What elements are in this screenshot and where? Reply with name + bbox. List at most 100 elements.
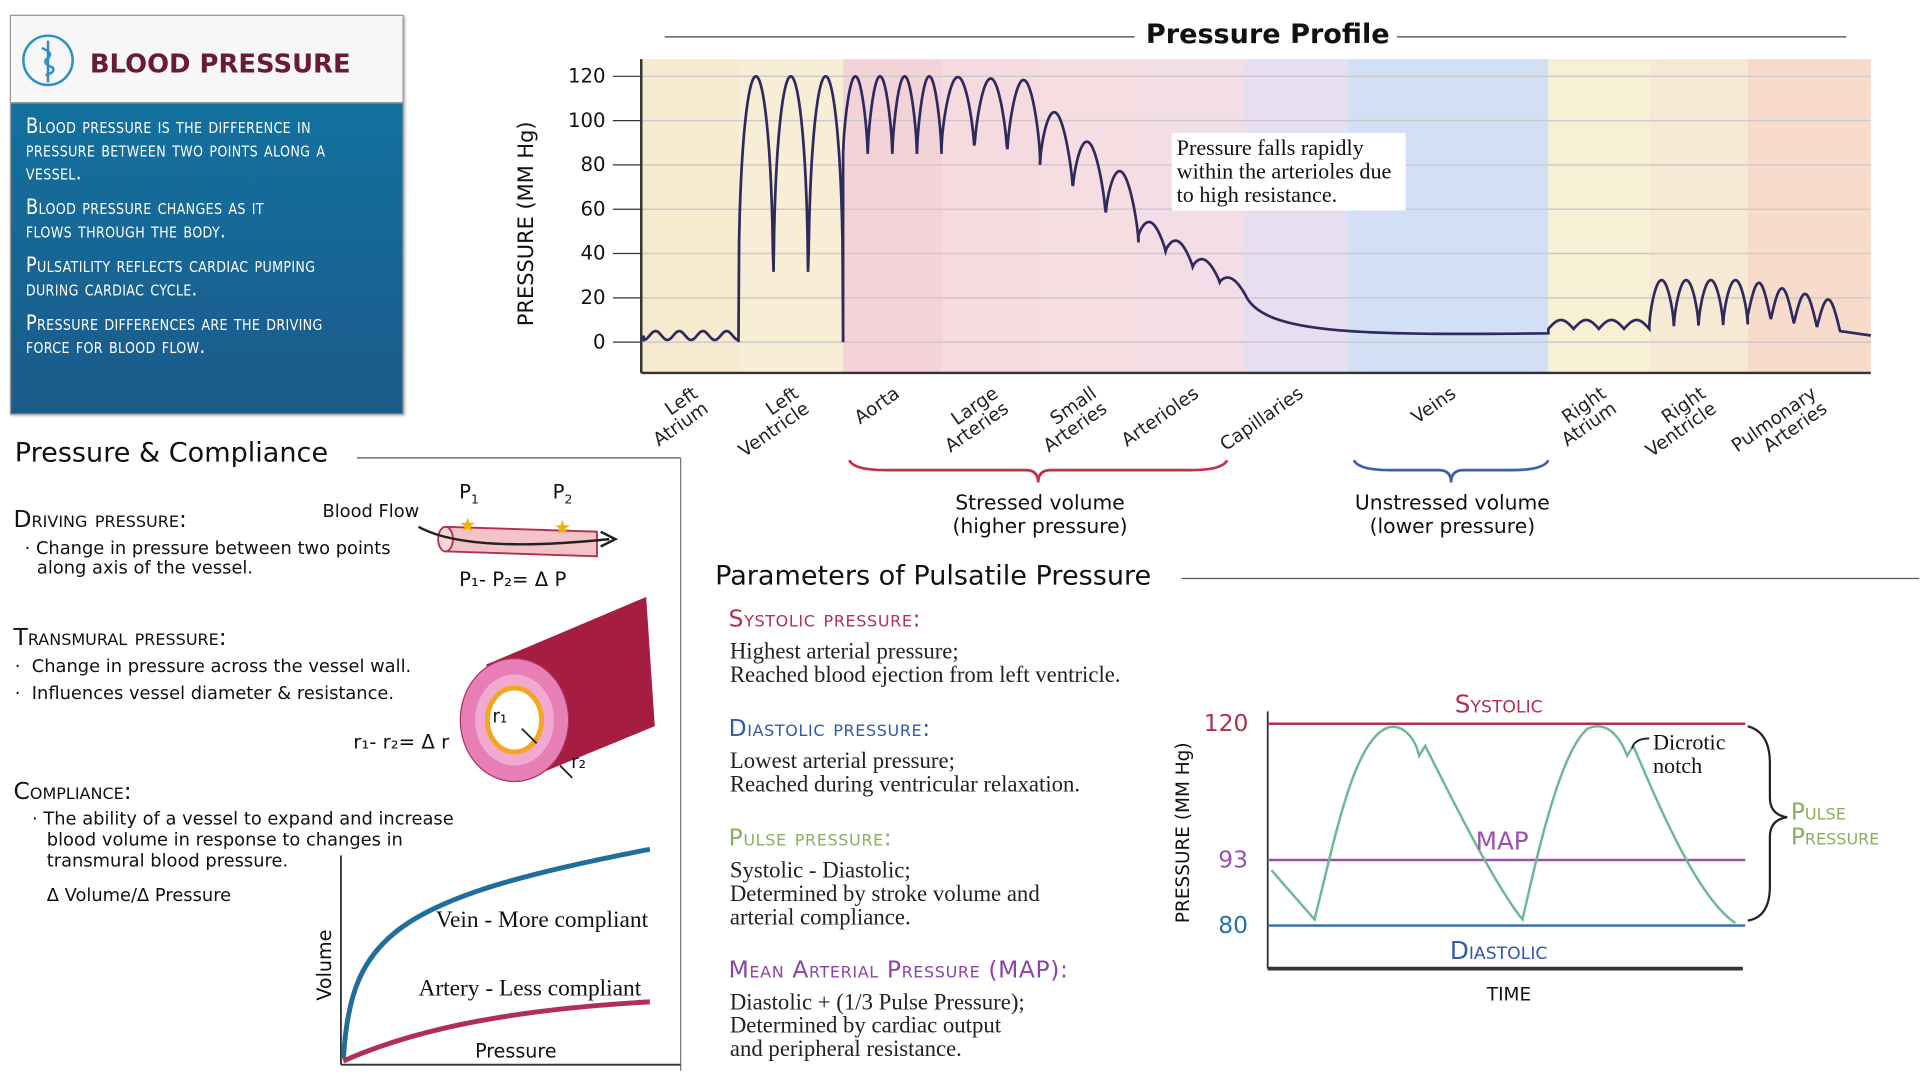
compliance-bullet: The ability of a vessel to expand and in…: [43, 809, 454, 872]
info-panel-header: BLOOD PRESSURE: [11, 16, 403, 104]
vein-curve: [340, 846, 651, 1059]
arterial-pressure-waveform: [1270, 725, 1737, 925]
svg-text:★: ★: [554, 517, 572, 539]
transmural-equation: r₁- r₂= Δ r: [353, 729, 450, 754]
r1-label: r₁: [492, 705, 508, 728]
compliance-graph: [340, 846, 681, 1066]
transmural-bullet: · Change in pressure across the vessel w…: [14, 657, 412, 677]
info-panel: BLOOD PRESSURE Blood pressure is the dif…: [9, 14, 404, 415]
driving-pressure-heading: Driving pressure:: [13, 505, 187, 533]
region-band: [843, 59, 942, 373]
transmural-heading: Transmural pressure:: [13, 624, 227, 652]
parameter-heading: Mean Arterial Pressure (MAP):: [728, 956, 1069, 984]
systolic-line-label: Systolic: [1454, 689, 1543, 719]
parameter-text: Highest arterial pressure;: [729, 640, 959, 665]
compliance-desc: · The ability of a vessel to expand and …: [32, 809, 454, 872]
transmural-bullet: · Influences vessel diameter & resistanc…: [14, 684, 395, 705]
stressed-volume-label: Stressed volume (higher pressure): [917, 491, 1163, 538]
unstressed-line2: (lower pressure): [1369, 514, 1536, 538]
artery-curve: [342, 999, 650, 1064]
unstressed-volume-brace: [1352, 459, 1550, 483]
pulse-y-axis-label: PRESSURE (MM Hg): [1171, 742, 1194, 924]
info-point: Pressure differences are the driving for…: [25, 311, 323, 360]
parameter-text: Determined by stroke volume and: [729, 882, 1040, 908]
y-tick-label: 0: [593, 329, 606, 354]
y-tick-label: 60: [580, 196, 606, 221]
pressure-profile-chart: [612, 36, 1872, 483]
parameter-text: Diastolic + (1/3 Pulse Pressure);: [729, 990, 1025, 1016]
driving-pressure-desc: · Change in pressure between two points …: [24, 539, 391, 579]
vessel-cross-section-illustration: [459, 596, 655, 783]
vessel-tube-illustration: ★ ★: [417, 515, 619, 558]
parameter-heading: Diastolic pressure:: [728, 715, 931, 743]
parameter-heading: Pulse pressure:: [728, 824, 893, 852]
p2-label: P2: [553, 480, 573, 507]
driving-equation: P₁- P₂= Δ P: [459, 567, 567, 591]
info-point: Blood pressure is the difference in pres…: [25, 114, 326, 186]
pulse-pressure-label: Pulse Pressure: [1790, 798, 1880, 851]
caduceus-icon: [22, 34, 74, 87]
pulse-pressure-brace: [1747, 725, 1788, 922]
p1-label: P1: [459, 480, 479, 507]
p1: P: [459, 480, 471, 504]
unstressed-line1: Unstressed volume: [1354, 491, 1550, 515]
compliance-x-label: Pressure: [475, 1040, 557, 1063]
svg-text:★: ★: [459, 515, 477, 537]
time-label: TIME: [1486, 983, 1532, 1006]
region-band: [941, 59, 1041, 373]
y-tick-label: 120: [567, 64, 606, 88]
pressure-waveform: [642, 74, 1872, 343]
blood-flow-label: Blood Flow: [322, 502, 420, 522]
pressure-profile-title: Pressure Profile: [1138, 19, 1398, 51]
p2-sub: 2: [564, 493, 573, 508]
unstressed-volume-label: Unstressed volume (lower pressure): [1329, 491, 1575, 538]
parameter-text: and peripheral resistance.: [729, 1037, 962, 1063]
r2-label: r₂: [571, 750, 587, 773]
parameter-text: Systolic - Diastolic;: [729, 859, 911, 884]
y-tick-label: 80: [580, 152, 606, 177]
stressed-line2: (higher pressure): [952, 514, 1128, 538]
transmural-bullet-1: Change in pressure across the vessel wal…: [31, 657, 412, 677]
dicrotic-notch-pointer: [1631, 737, 1650, 749]
map-line-label: MAP: [1475, 825, 1529, 856]
p1-sub: 1: [470, 493, 479, 508]
y-tick-label: 120: [1203, 710, 1249, 738]
panel-title: BLOOD PRESSURE: [89, 49, 351, 79]
y-tick-label: 80: [1218, 912, 1249, 940]
parameters-title: Parameters of Pulsatile Pressure: [707, 561, 1159, 593]
arteriole-annotation: Pressure falls rapidly within the arteri…: [1171, 132, 1406, 211]
region-band: [1747, 59, 1871, 373]
y-tick-label: 40: [580, 241, 606, 265]
compliance-graphics: ★ ★: [340, 457, 682, 1071]
region-band: [1347, 59, 1549, 373]
vein-label: Vein - More compliant: [435, 907, 649, 933]
compliance-heading: Compliance:: [13, 777, 132, 805]
driving-bullet: Change in pressure between two points al…: [35, 539, 391, 579]
compliance-formula: Δ Volume/Δ Pressure: [46, 886, 232, 906]
artery-label: Artery - Less compliant: [418, 976, 642, 1002]
info-point: Blood pressure changes as it flows throu…: [25, 195, 264, 244]
parameter-text: Lowest arterial pressure;: [729, 749, 955, 775]
parameter-text: arterial compliance.: [729, 905, 911, 931]
region-band: [1138, 59, 1244, 373]
region-band: [738, 59, 844, 373]
region-band: [1040, 59, 1139, 373]
p2: P: [552, 480, 565, 504]
stressed-volume-brace: [848, 459, 1229, 483]
parameter-text: Reached during ventricular relaxation.: [729, 772, 1081, 798]
parameter-text: Determined by cardiac output: [729, 1014, 1002, 1039]
transmural-bullet-2: Influences vessel diameter & resistance.: [31, 684, 395, 705]
y-tick-label: 93: [1218, 846, 1249, 874]
y-tick-label: 20: [580, 285, 606, 309]
info-panel-body: Blood pressure is the difference in pres…: [11, 103, 403, 414]
stressed-line1: Stressed volume: [955, 491, 1125, 515]
compliance-title: Pressure & Compliance: [7, 438, 336, 469]
info-point: Pulsatility reflects cardiac pumping dur…: [25, 253, 316, 302]
diastolic-line-label: Diastolic: [1449, 935, 1548, 965]
region-band: [1243, 59, 1348, 373]
dicrotic-notch-label: Dicrotic notch: [1652, 729, 1726, 778]
y-tick-label: 100: [567, 108, 606, 132]
parameter-heading: Systolic pressure:: [728, 605, 922, 633]
